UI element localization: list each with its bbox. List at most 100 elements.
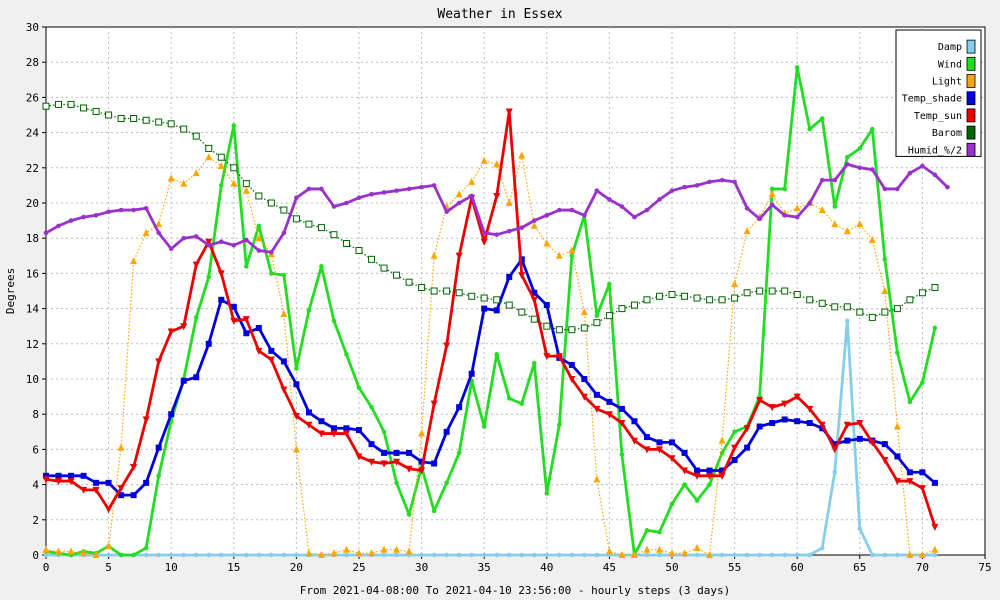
data-point-wind [707, 482, 712, 487]
data-point-wind [156, 473, 161, 479]
data-point-temp-shade [130, 492, 137, 499]
data-point-temp-sun [280, 386, 288, 394]
data-point-damp [844, 318, 850, 324]
data-point-temp-shade [255, 324, 262, 331]
data-point-barom [117, 115, 125, 123]
legend-swatch-temp-sun [966, 108, 976, 123]
data-point-barom [505, 301, 513, 309]
data-point-damp [832, 469, 838, 475]
data-point-barom [355, 247, 363, 255]
x-tick-label: 30 [415, 561, 428, 574]
data-point-wind [569, 253, 575, 259]
legend: Damp Wind Light Temp_shade Temp_sun Barom Humi… [895, 29, 982, 157]
data-point-barom [706, 296, 714, 304]
data-point-light [230, 179, 238, 187]
data-point-damp [932, 552, 938, 558]
data-point-barom [380, 264, 388, 272]
data-point-wind [870, 126, 875, 132]
data-point-temp-shade [906, 469, 913, 476]
x-tick-label: 60 [791, 561, 804, 574]
data-point-wind [331, 318, 337, 324]
data-point-humid-2 [945, 184, 950, 190]
data-point-light [80, 549, 88, 557]
data-point-temp-shade [68, 472, 75, 479]
data-point-humid-2 [344, 200, 349, 206]
data-point-temp-shade [343, 425, 350, 432]
data-point-light [355, 549, 363, 557]
data-point-humid-2 [81, 214, 86, 220]
data-point-wind [819, 116, 825, 121]
data-point-humid-2 [444, 209, 449, 215]
data-point-wind [557, 422, 562, 428]
data-point-humid-2 [469, 193, 474, 199]
data-point-wind [456, 450, 462, 456]
data-point-wind [406, 512, 412, 517]
data-point-barom [931, 283, 939, 291]
data-point-damp [269, 552, 274, 558]
series-layer [42, 65, 950, 558]
data-point-light [743, 227, 751, 235]
data-point-temp-shade [393, 449, 400, 456]
data-point-barom [217, 153, 225, 161]
data-point-barom [418, 283, 426, 291]
data-point-temp-sun [768, 404, 776, 412]
data-point-temp-shade [80, 472, 87, 479]
x-tick-label: 5 [105, 561, 112, 574]
data-point-damp [544, 552, 550, 558]
data-point-light [906, 551, 914, 558]
data-point-wind [256, 223, 262, 229]
data-point-barom [555, 326, 563, 334]
data-point-temp-shade [356, 427, 362, 434]
data-point-temp-sun [893, 478, 901, 486]
data-point-humid-2 [607, 197, 612, 202]
data-point-damp [769, 552, 775, 558]
data-point-temp-shade [481, 305, 488, 312]
data-point-humid-2 [594, 188, 600, 193]
data-point-barom [255, 192, 263, 200]
data-point-barom [405, 278, 413, 286]
data-point-barom [42, 102, 50, 110]
x-tick-label: 10 [165, 561, 178, 574]
data-point-barom [693, 294, 701, 302]
data-point-humid-2 [569, 207, 575, 213]
data-point-temp-shade [443, 428, 450, 435]
y-tick-label: 4 [32, 479, 39, 492]
data-point-light [468, 177, 476, 185]
data-point-barom [643, 296, 651, 304]
data-point-barom [443, 287, 451, 295]
data-point-wind [932, 325, 938, 331]
data-point-humid-2 [694, 183, 700, 188]
data-point-damp [481, 552, 487, 558]
data-point-temp-shade [669, 439, 675, 446]
data-point-light [317, 551, 325, 558]
data-point-humid-2 [456, 200, 462, 206]
data-point-light [368, 549, 376, 557]
data-point-barom [718, 296, 726, 304]
data-point-temp-sun [155, 358, 163, 366]
data-point-light [555, 251, 563, 259]
data-point-temp-sun [580, 393, 588, 401]
data-point-light [768, 190, 776, 198]
data-point-humid-2 [794, 214, 800, 220]
data-point-humid-2 [744, 205, 750, 211]
data-point-humid-2 [193, 234, 199, 239]
data-point-light [155, 220, 163, 228]
data-point-light [793, 204, 801, 212]
data-point-light [543, 239, 551, 247]
data-point-light [342, 545, 350, 553]
data-point-temp-sun [918, 485, 926, 493]
data-point-damp [294, 552, 299, 558]
y-tick-label: 18 [26, 232, 39, 245]
data-point-humid-2 [68, 218, 74, 223]
data-point-damp [732, 552, 737, 558]
data-point-temp-sun [668, 455, 676, 463]
data-point-wind [394, 480, 399, 486]
data-point-temp-sun [443, 342, 451, 350]
data-point-temp-sun [105, 506, 113, 514]
data-point-humid-2 [218, 239, 224, 245]
data-point-damp [557, 552, 562, 558]
x-tick-label: 35 [478, 561, 491, 574]
data-point-temp-sun [368, 458, 376, 466]
data-point-temp-sun [167, 328, 175, 336]
data-point-humid-2 [331, 204, 337, 209]
